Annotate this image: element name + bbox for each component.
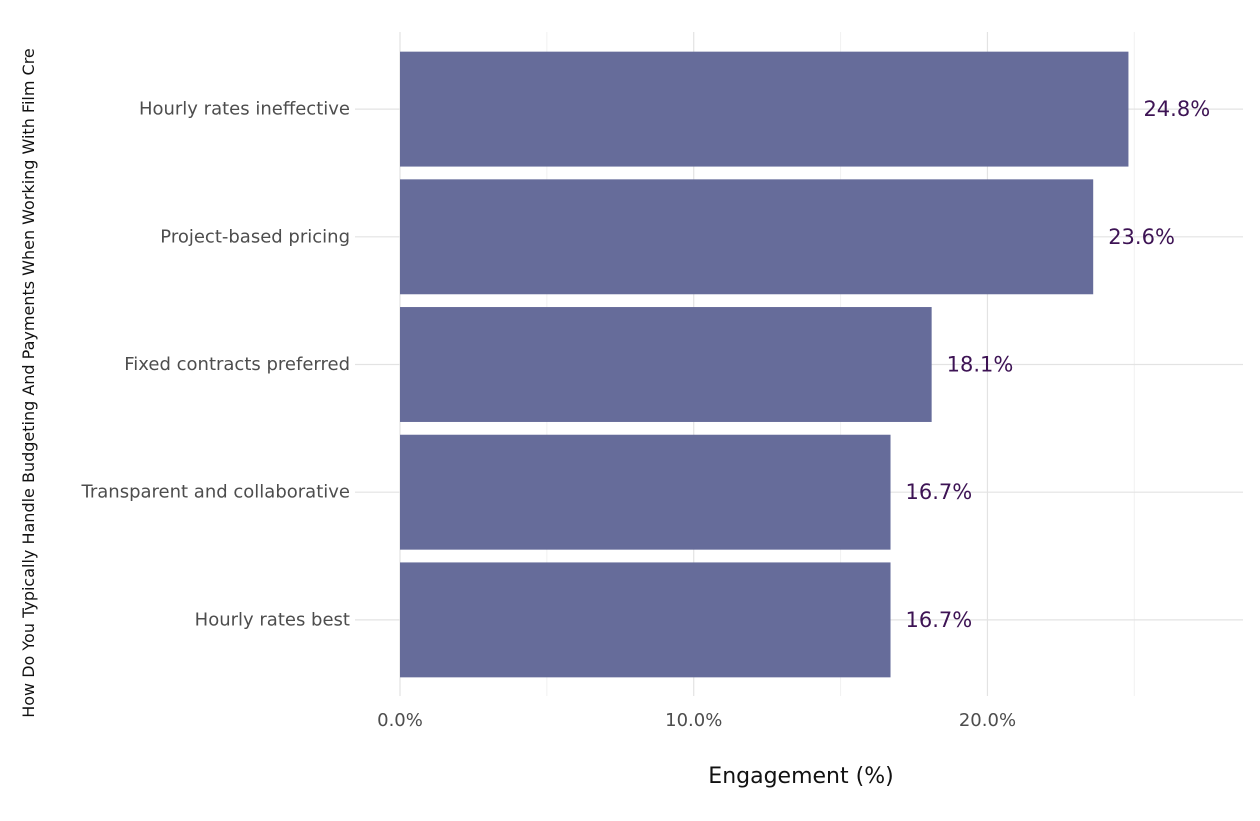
x-tick-label: 0.0%	[377, 710, 423, 731]
x-tick-label: 10.0%	[665, 710, 722, 731]
y-axis-title: How Do You Typically Handle Budgeting An…	[19, 48, 38, 718]
bar	[400, 179, 1094, 295]
value-label: 23.6%	[1108, 225, 1175, 249]
value-label: 24.8%	[1143, 97, 1210, 121]
category-label: Hourly rates best	[195, 609, 350, 630]
bar	[400, 307, 932, 422]
bar	[400, 434, 891, 550]
x-tick-label: 20.0%	[959, 710, 1016, 731]
category-label: Hourly rates ineffective	[139, 99, 350, 120]
category-label: Transparent and collaborative	[81, 482, 350, 503]
value-label: 16.7%	[906, 480, 973, 504]
value-label: 18.1%	[947, 353, 1014, 377]
bar	[400, 51, 1129, 167]
value-label: 16.7%	[906, 608, 973, 632]
x-axis-title: Engagement (%)	[708, 764, 893, 789]
bar	[400, 562, 891, 678]
category-labels: Hourly rates ineffective Project-based pr…	[81, 99, 350, 631]
category-label: Fixed contracts preferred	[124, 354, 350, 375]
bars	[400, 51, 1129, 678]
value-labels: 24.8% 23.6% 18.1% 16.7% 16.7%	[906, 97, 1211, 632]
category-label: Project-based pricing	[160, 226, 350, 247]
x-tick-labels: 0.0% 10.0% 20.0%	[377, 710, 1016, 731]
